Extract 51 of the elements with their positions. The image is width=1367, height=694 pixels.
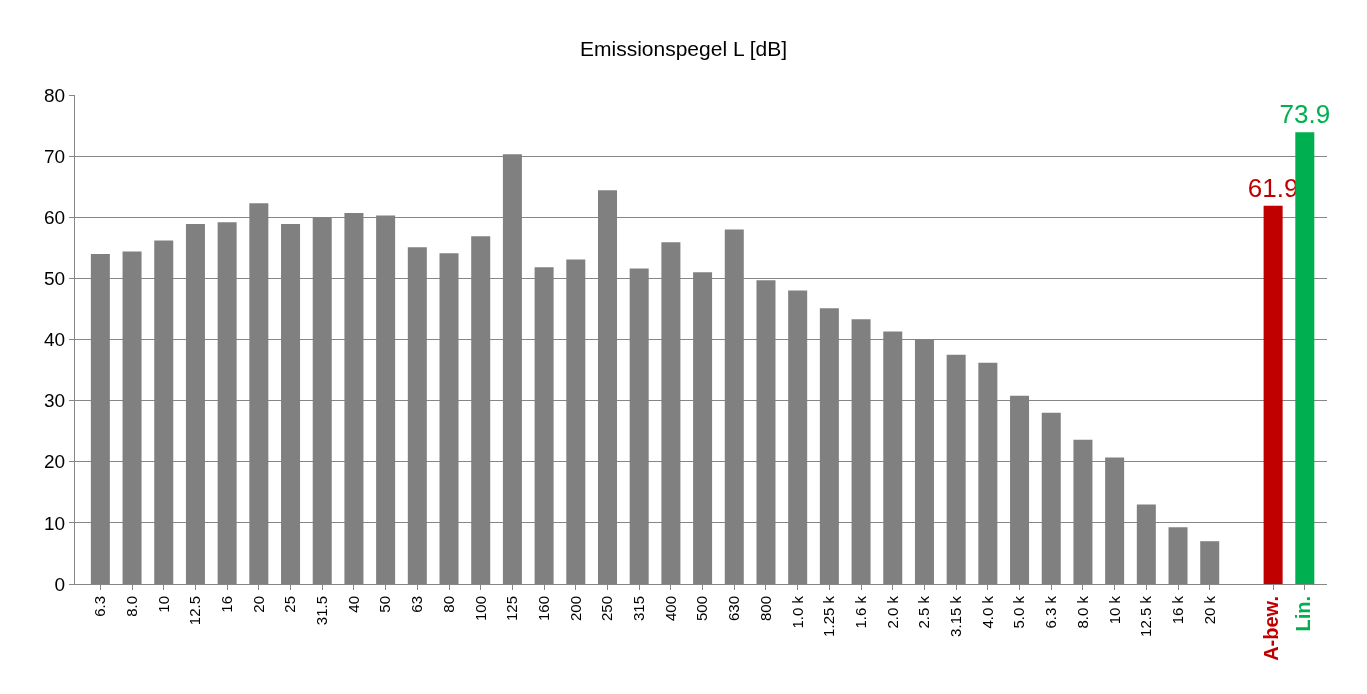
y-tick-label: 20 <box>44 451 66 473</box>
x-tick-label: 2.5 k <box>915 595 933 629</box>
x-tick-label: 500 <box>693 596 711 622</box>
y-tick-label: 40 <box>44 329 66 351</box>
y-tick-label: 60 <box>44 206 66 228</box>
x-tick-label: 31.5 <box>313 596 331 626</box>
x-tick-label: 6.3 k <box>1042 595 1060 629</box>
x-tick-label: 80 <box>439 596 457 613</box>
x-tick-label: 16 k <box>1168 595 1186 625</box>
x-tick-label: 1.25 k <box>820 595 838 637</box>
y-tick-label: 70 <box>44 145 66 167</box>
x-tick-label: 5.0 k <box>1010 595 1028 629</box>
x-tick-label: 160 <box>534 596 552 622</box>
x-tick-label: 125 <box>503 596 521 622</box>
x-tick-label: 12.5 k <box>1137 595 1155 637</box>
x-tick-label: 40 <box>344 596 362 613</box>
x-tick-label: 800 <box>756 596 774 622</box>
x-tick-label: 63 <box>408 596 426 613</box>
x-tick-label: 12.5 <box>186 596 204 626</box>
x-tick-label: 1.0 k <box>788 595 806 629</box>
data-label: 73.9 <box>1279 99 1331 130</box>
x-tick-label: 20 <box>249 596 267 613</box>
x-tick-label: 200 <box>566 596 584 622</box>
y-tick-label: 80 <box>44 84 66 106</box>
y-tick-label: 50 <box>44 268 66 290</box>
x-tick-label: 250 <box>598 596 616 622</box>
x-tick-label: 10 <box>154 596 172 613</box>
y-tick-label: 30 <box>44 390 66 412</box>
x-tick-label: 25 <box>281 596 299 613</box>
x-tick-label: 8.0 k <box>1073 595 1091 629</box>
x-tick-label: 315 <box>630 596 648 622</box>
x-tick-label: 400 <box>661 596 679 622</box>
x-tick-label: 1.6 k <box>851 595 869 629</box>
chart-title: Emissionspegel L [dB] <box>580 37 787 61</box>
x-tick-label: A-bew. <box>1259 596 1282 661</box>
x-tick-label: 16 <box>218 596 236 613</box>
x-tick-label: 2.0 k <box>883 595 901 629</box>
x-tick-label: 630 <box>725 596 743 622</box>
x-tick-label: 6.3 <box>91 596 109 617</box>
x-tick-label: 20 k <box>1200 595 1218 625</box>
x-tick-label: 100 <box>471 596 489 622</box>
bar <box>1295 132 1315 584</box>
x-tick-label: 4.0 k <box>978 595 996 629</box>
x-tick-label: 3.15 k <box>947 595 965 637</box>
bar <box>1263 205 1283 584</box>
x-tick-label: 8.0 <box>122 596 140 617</box>
x-tick-label: 10 k <box>1105 595 1123 625</box>
x-tick-label: 50 <box>376 596 394 613</box>
y-tick-label: 10 <box>44 512 66 534</box>
x-tick-label: Lin. <box>1291 596 1314 632</box>
y-tick-label: 0 <box>54 573 66 595</box>
